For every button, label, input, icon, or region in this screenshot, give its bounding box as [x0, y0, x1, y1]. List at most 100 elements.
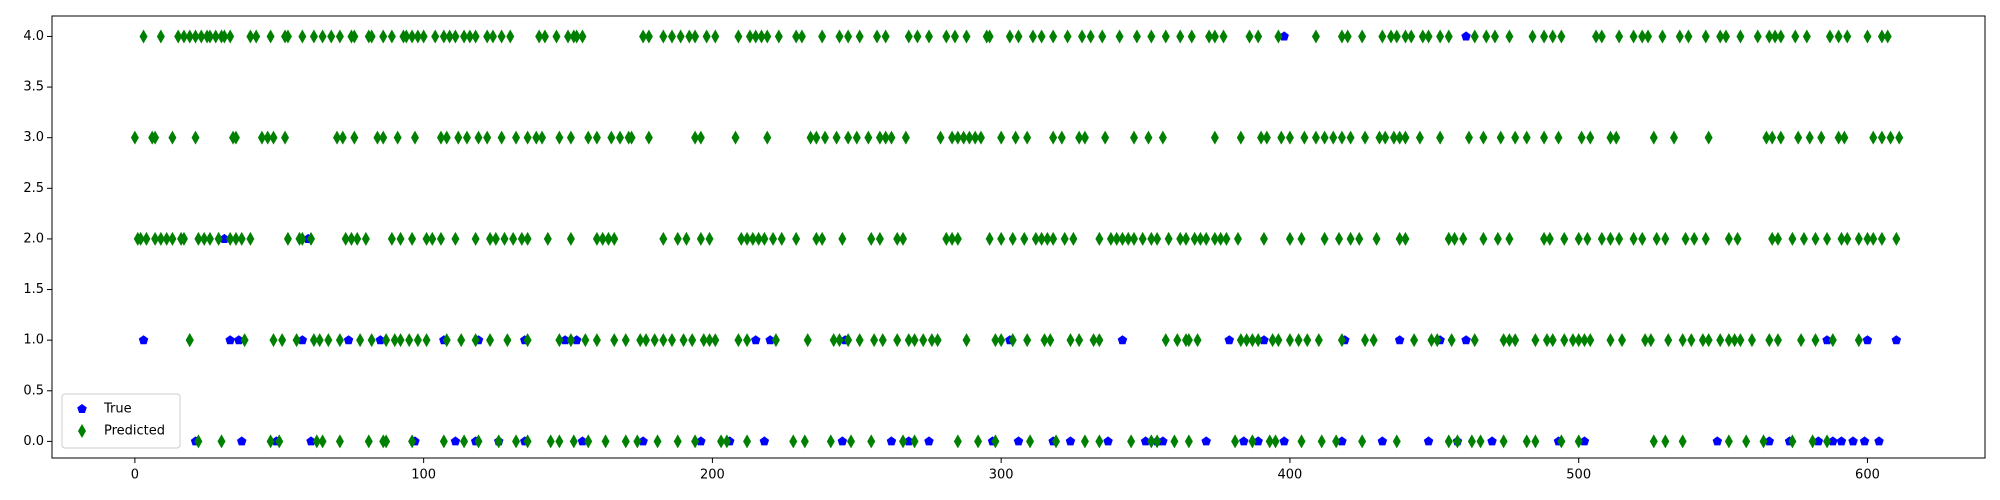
point — [1184, 434, 1193, 449]
point — [353, 231, 362, 246]
legend-marker — [78, 424, 86, 438]
point — [1361, 333, 1370, 348]
point — [266, 434, 275, 449]
point — [667, 29, 676, 44]
point — [1883, 29, 1892, 44]
point — [1115, 29, 1124, 44]
point — [812, 231, 821, 246]
point — [584, 434, 593, 449]
point — [621, 434, 630, 449]
point — [491, 231, 500, 246]
point — [1173, 333, 1182, 348]
point — [1805, 130, 1814, 145]
point — [893, 231, 902, 246]
point — [483, 29, 492, 44]
point — [1219, 29, 1228, 44]
point — [1231, 434, 1240, 449]
point — [691, 434, 700, 449]
point — [1817, 130, 1826, 145]
point — [1476, 434, 1485, 449]
point — [1669, 130, 1678, 145]
point — [1721, 29, 1730, 44]
point — [769, 231, 778, 246]
point — [1424, 29, 1433, 44]
point — [1101, 130, 1110, 145]
point — [803, 333, 812, 348]
point — [1586, 333, 1595, 348]
y-tick-label: 0.0 — [23, 434, 44, 449]
point — [1877, 130, 1886, 145]
point — [454, 130, 463, 145]
point — [1606, 333, 1615, 348]
point — [1765, 333, 1774, 348]
point — [985, 29, 994, 44]
point — [1335, 231, 1344, 246]
point — [1049, 29, 1058, 44]
point — [1008, 231, 1017, 246]
point — [774, 29, 783, 44]
point — [1788, 434, 1797, 449]
point — [1389, 130, 1398, 145]
point — [442, 333, 451, 348]
legend-marker — [77, 404, 87, 413]
point — [875, 231, 884, 246]
point — [1401, 130, 1410, 145]
point — [512, 130, 521, 145]
point — [1540, 130, 1549, 145]
point — [382, 434, 391, 449]
point — [1043, 231, 1052, 246]
point — [1066, 333, 1075, 348]
point — [269, 130, 278, 145]
point — [711, 29, 720, 44]
point — [821, 130, 830, 145]
point — [205, 231, 214, 246]
point — [1320, 231, 1329, 246]
point — [1661, 231, 1670, 246]
y-tick-label: 0.5 — [23, 383, 44, 398]
point — [1461, 335, 1471, 345]
point — [1358, 29, 1367, 44]
point — [610, 231, 619, 246]
point — [566, 130, 575, 145]
point — [638, 436, 648, 446]
point — [933, 333, 942, 348]
y-tick-label: 2.0 — [23, 231, 44, 246]
point — [1606, 130, 1615, 145]
point — [410, 130, 419, 145]
point — [893, 333, 902, 348]
point — [1444, 29, 1453, 44]
point — [1479, 231, 1488, 246]
point — [942, 231, 951, 246]
point — [771, 333, 780, 348]
point — [523, 434, 532, 449]
point — [1355, 231, 1364, 246]
point — [927, 333, 936, 348]
point — [1644, 29, 1653, 44]
point — [1153, 434, 1162, 449]
point — [705, 231, 714, 246]
point — [644, 130, 653, 145]
point — [985, 231, 994, 246]
point — [1496, 130, 1505, 145]
point — [1377, 436, 1388, 446]
point — [445, 29, 454, 44]
point — [1112, 231, 1121, 246]
point — [341, 231, 350, 246]
point — [1505, 231, 1514, 246]
point — [1736, 29, 1745, 44]
point — [1303, 333, 1312, 348]
point — [1395, 231, 1404, 246]
point — [1057, 130, 1066, 145]
point — [471, 333, 480, 348]
point — [1245, 29, 1254, 44]
point — [948, 130, 957, 145]
point — [835, 29, 844, 44]
point — [1678, 333, 1687, 348]
point — [1877, 29, 1886, 44]
point — [509, 231, 518, 246]
point — [428, 231, 437, 246]
point — [1747, 333, 1756, 348]
point — [462, 130, 471, 145]
point — [1854, 333, 1863, 348]
point — [1268, 333, 1277, 348]
